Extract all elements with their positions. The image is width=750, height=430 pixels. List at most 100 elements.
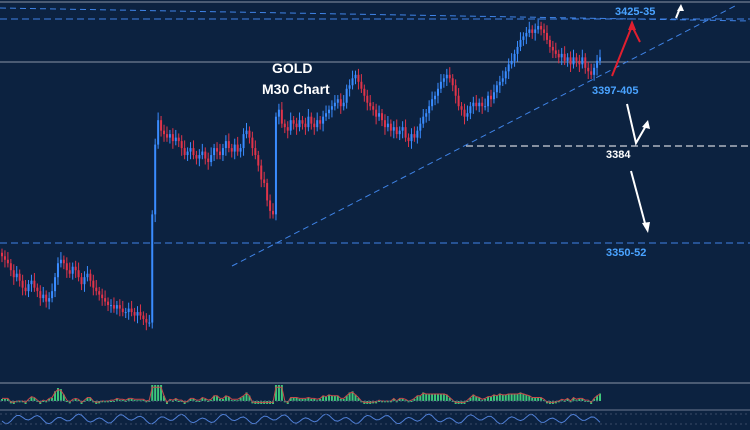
oscillator-bar [351, 391, 354, 401]
candle-body [422, 116, 425, 124]
candle-body [92, 280, 95, 288]
oscillator-bar [596, 395, 599, 401]
candle-body [360, 81, 363, 89]
candle-body [578, 60, 581, 65]
oscillator-bar [74, 399, 77, 401]
oscillator-bar [6, 399, 9, 401]
candle-body [39, 291, 42, 299]
candle-body [189, 148, 192, 152]
candle-body [519, 39, 522, 47]
oscillator-bar [593, 399, 596, 401]
candle-body [183, 148, 186, 156]
oscillator-bar [21, 401, 24, 403]
oscillator-bar [410, 401, 413, 402]
candle-body [33, 280, 36, 288]
candle-body [115, 305, 118, 309]
oscillator-bar [77, 400, 80, 402]
candle-body [71, 266, 74, 274]
candle-body [313, 123, 316, 128]
candle-body [124, 312, 127, 314]
candle-body [593, 67, 596, 75]
candle-body [83, 277, 86, 285]
candle-body [386, 123, 389, 128]
candle-body [525, 32, 528, 37]
candle-body [301, 120, 304, 124]
candle-body [307, 116, 310, 128]
candle-body [216, 148, 219, 152]
candle-body [357, 74, 360, 82]
candle-body [501, 78, 504, 82]
oscillator-bar [333, 395, 336, 401]
candle-body [286, 127, 289, 131]
oscillator-bar [233, 400, 236, 402]
level-label-3384: 3384 [606, 149, 631, 161]
candle-body [3, 256, 6, 260]
candle-body [566, 57, 569, 61]
candle-body [492, 92, 495, 100]
oscillator-bar [304, 399, 307, 401]
candle-body [451, 78, 454, 86]
candle-body [419, 123, 422, 131]
oscillator-bar [472, 394, 475, 401]
white-down-arrow [630, 170, 647, 228]
candle-body [434, 95, 437, 100]
candle-body [263, 179, 266, 183]
candle-body [557, 53, 560, 58]
candle-body [481, 102, 484, 107]
candle-body [163, 130, 166, 135]
oscillator-bar [360, 401, 363, 403]
candle-body [107, 301, 110, 306]
candle-body [584, 57, 587, 68]
oscillator-bar [210, 400, 213, 402]
candle-body [375, 109, 378, 117]
candle-body [366, 95, 369, 103]
oscillator-bar [325, 396, 328, 401]
oscillator-bar [378, 401, 381, 402]
oscillator-bar [513, 393, 516, 401]
candle-body [295, 123, 298, 128]
oscillator-bar [242, 395, 245, 401]
candle-body [475, 102, 478, 107]
oscillator-bar [599, 393, 601, 401]
candlesticks [1, 18, 601, 331]
candle-body [280, 109, 283, 124]
candle-body [283, 123, 286, 128]
candle-body [548, 39, 551, 47]
candle-body [448, 74, 451, 79]
oscillator-bar [65, 401, 68, 402]
oscillator-bar [201, 397, 204, 401]
candle-body [95, 287, 98, 292]
candle-body [48, 298, 51, 302]
oscillator-bar [151, 385, 154, 401]
oscillator-bar [192, 399, 195, 401]
oscillator-bar [118, 400, 121, 402]
oscillator-bar [525, 394, 528, 401]
candle-body [201, 151, 204, 156]
candle-body [442, 78, 445, 82]
oscillator-bar [154, 385, 157, 401]
oscillator-bar [51, 397, 54, 401]
upper-channel-line [0, 7, 750, 22]
candle-body [130, 308, 133, 313]
candle-body [339, 99, 342, 107]
oscillator-bar [389, 401, 392, 403]
oscillator-bar [445, 394, 448, 401]
candle-body [109, 305, 112, 307]
candle-body [198, 155, 201, 159]
candle-body [381, 113, 384, 121]
oscillator-bar [557, 401, 560, 403]
oscillator-bar [198, 401, 201, 402]
candle-body [204, 151, 207, 159]
candle-body [454, 85, 457, 96]
candle-body [89, 273, 92, 281]
oscillator-bar [280, 385, 283, 401]
oscillator-bar [107, 401, 110, 403]
candle-body [395, 127, 398, 135]
red-arrow-head [628, 20, 636, 30]
candle-body [478, 102, 481, 107]
candle-body [522, 36, 525, 40]
candle-body [319, 120, 322, 124]
oscillator-bar [121, 400, 124, 402]
oscillator-bar [507, 393, 510, 401]
candle-body [239, 148, 242, 152]
